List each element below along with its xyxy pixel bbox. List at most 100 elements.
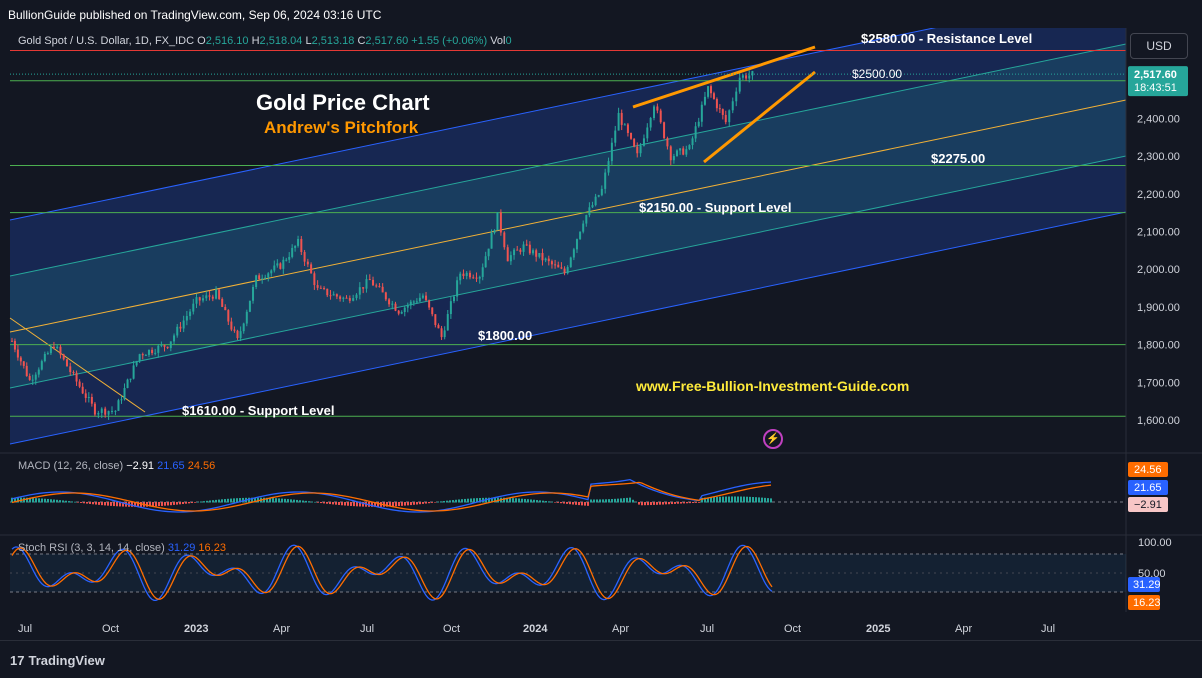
publisher-text: BullionGuide published on TradingView.co… [8,8,382,22]
macd-histogram-bar [428,502,430,504]
macd-histogram-bar [293,499,295,503]
chart-canvas[interactable]: 2,400.00 2,300.00 2,200.00 2,100.00 2,000.00… [0,28,1202,640]
stoch-legend[interactable]: Stoch RSI (3, 3, 14, 14, close) 31.29 16… [18,542,226,554]
macd-histogram-bar [650,502,652,506]
candle-body [588,207,591,216]
countdown-text: 18:43:51 [1134,82,1177,94]
macd-histogram-bar [83,502,85,504]
time-tick-label: Oct [443,623,460,635]
macd-histogram-bar [755,497,757,503]
candle-body [712,93,715,99]
macd-value-badge [1128,497,1168,512]
symbol-legend[interactable]: Gold Spot / U.S. Dollar, 1D, FX_IDC O2,5… [18,35,512,47]
candle-body [715,98,718,109]
macd-histogram-bar [80,502,82,503]
macd-histogram-bar [119,502,121,507]
time-tick-label: Jul [18,623,32,635]
macd-histogram-bar [584,502,586,506]
macd-histogram-bar [431,502,433,503]
candle-body [138,354,141,362]
candle-body [372,279,375,286]
macd-histogram-bar [692,502,694,504]
low-label: L [305,35,312,47]
candle-body [633,138,636,147]
candle-body [487,248,490,257]
candle-body [81,386,84,394]
macd-histogram-bar [104,502,106,506]
macd-histogram-bar [560,502,562,504]
macd-histogram-bar [647,502,649,506]
candle-body [202,298,205,301]
macd-histogram-bar [158,502,160,507]
candle-body [365,279,368,289]
close-value: 2,517.60 [365,35,409,47]
macd-histogram-bar [182,502,184,505]
tradingview-logo[interactable]: 17 TradingView [10,653,105,668]
change-value: +1.55 (+0.06%) [411,35,488,47]
macd-histogram-bar [389,502,391,507]
candle-body [224,306,227,311]
candle-body [688,145,691,150]
macd-histogram-bar [176,502,178,505]
candle-body [56,346,59,349]
price-tick-label: 2,000.00 [1137,264,1180,276]
candle-body [557,264,560,268]
level-2500-label: $2500.00 [852,67,903,81]
macd-histogram-bar [605,499,607,503]
candle-body [569,257,572,268]
candle-body [710,86,713,94]
macd-histogram-bar [710,497,712,503]
macd-histogram-bar [209,500,211,503]
lightning-icon[interactable]: ⚡ [763,429,783,449]
macd-histogram-bar [329,502,331,505]
macd-histogram-bar [11,497,13,503]
chart-title: Gold Price Chart [256,90,430,115]
macd-histogram-bar [743,496,745,503]
candle-body [462,273,465,277]
macd-histogram-bar [695,502,697,503]
macd-histogram-bar [503,497,505,503]
candle-body [195,297,198,304]
macd-histogram-bar [422,502,424,504]
macd-histogram-bar [518,498,520,503]
candle-body [446,314,449,331]
stoch-k-line [11,544,773,602]
macd-histogram-bar [113,502,115,507]
candle-body [78,381,81,387]
candle-body [751,71,754,76]
candle-body [679,148,682,151]
macd-histogram-bar [314,501,316,503]
macd-histogram-bar [251,497,253,503]
macd-histogram-bar [758,497,760,503]
candle-body [111,410,114,412]
time-tick-label: Jul [1041,623,1055,635]
candle-body [13,340,16,350]
candle-body [313,273,316,286]
macd-histogram-bar [659,502,661,505]
candle-body [412,301,415,303]
candle-body [472,277,475,279]
macd-histogram-bar [17,497,19,503]
candle-body [282,259,285,269]
macd-histogram-bar [536,500,538,503]
candle-body [403,307,406,312]
candle-body [620,112,623,125]
macd-histogram-bar [533,499,535,503]
candle-body [669,146,672,161]
macd-histogram-bar [488,497,490,503]
candle-body [97,412,100,415]
last-price-badge [1128,66,1188,97]
time-tick-label: Apr [955,623,972,635]
footer-bar: 17 TradingView [0,640,1202,678]
open-value: 2,516.10 [205,35,249,47]
macd-histogram-bar [254,497,256,503]
macd-legend[interactable]: MACD (12, 26, close) −2.91 21.65 24.56 [18,460,215,472]
macd-histogram-bar [239,498,241,503]
currency-button[interactable]: USD [1130,33,1188,59]
macd-histogram-bar [398,502,400,507]
candle-body [397,310,400,314]
candle-body [532,250,535,254]
candle-body [493,230,496,233]
macd-histogram-bar [191,502,193,504]
candle-body [205,295,208,299]
